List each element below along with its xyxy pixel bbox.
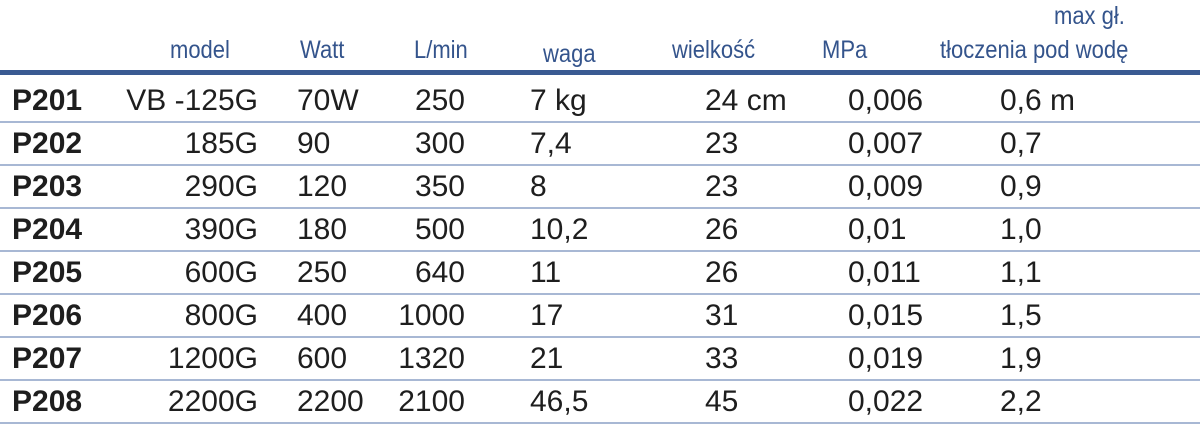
- cell-wielkosc: 33: [705, 342, 739, 375]
- table-row: P206 800G 400 1000 17 31 0,015 1,5: [0, 295, 1200, 338]
- cell-depth: 0,6 m: [1000, 84, 1076, 117]
- cell-code: P204: [12, 213, 83, 246]
- table-row: P208 2200G 2200 2100 46,5 45 0,022 2,2: [0, 381, 1200, 424]
- cell-wielkosc: 45: [705, 385, 739, 418]
- cell-code: P208: [12, 385, 83, 418]
- table-row: P204 390G 180 500 10,2 26 0,01 1,0: [0, 209, 1200, 252]
- header-model: model: [170, 36, 230, 64]
- cell-mpa: 0,011: [848, 256, 921, 289]
- cell-code: P207: [12, 342, 83, 375]
- cell-mpa: 0,019: [848, 342, 924, 375]
- cell-mpa: 0,022: [848, 385, 924, 418]
- cell-depth: 0,7: [1000, 127, 1042, 160]
- cell-lmin: 250: [414, 84, 465, 117]
- cell-waga: 17: [530, 299, 564, 332]
- cell-lmin: 2100: [398, 385, 465, 418]
- cell-lmin: 350: [414, 170, 465, 203]
- row-divider: [0, 207, 1200, 209]
- cell-watt: 180: [297, 213, 348, 246]
- cell-mpa: 0,007: [848, 127, 924, 160]
- header-wielkosc: wielkość: [672, 36, 756, 64]
- cell-code: P205: [12, 256, 83, 289]
- cell-model: 800G: [184, 299, 258, 332]
- cell-wielkosc: 23: [705, 170, 739, 203]
- table-row: P202 185G 90 300 7,4 23 0,007 0,7: [0, 123, 1200, 166]
- cell-watt: 70W: [297, 84, 359, 117]
- header-depth-line1: max gł.: [1054, 2, 1125, 30]
- header-mpa: MPa: [822, 36, 868, 64]
- cell-model: 2200G: [167, 385, 258, 418]
- cell-model: 1200G: [167, 342, 258, 375]
- cell-waga: 21: [530, 342, 564, 375]
- table-row: P207 1200G 600 1320 21 33 0,019 1,9: [0, 338, 1200, 381]
- cell-waga: 7 kg: [530, 84, 587, 117]
- cell-watt: 600: [297, 342, 348, 375]
- cell-watt: 2200: [297, 385, 364, 418]
- cell-lmin: 1000: [398, 299, 465, 332]
- cell-wielkosc: 26: [705, 256, 739, 289]
- cell-depth: 1,0: [1000, 213, 1042, 246]
- row-divider: [0, 250, 1200, 252]
- cell-watt: 120: [297, 170, 348, 203]
- row-divider: [0, 121, 1200, 123]
- cell-waga: 7,4: [530, 127, 572, 160]
- header-watt: Watt: [300, 36, 345, 64]
- cell-mpa: 0,006: [848, 84, 924, 117]
- cell-lmin: 1320: [398, 342, 465, 375]
- row-divider: [0, 293, 1200, 295]
- cell-waga: 46,5: [530, 385, 589, 418]
- cell-wielkosc: 24 cm: [705, 84, 787, 117]
- row-divider: [0, 379, 1200, 381]
- cell-code: P202: [12, 127, 83, 160]
- cell-waga: 11: [530, 256, 562, 289]
- row-divider: [0, 422, 1200, 424]
- cell-code: P203: [12, 170, 83, 203]
- cell-lmin: 640: [414, 256, 465, 289]
- cell-depth: 0,9: [1000, 170, 1042, 203]
- cell-watt: 90: [297, 127, 331, 160]
- cell-model: VB -125G: [126, 84, 258, 117]
- cell-code: P206: [12, 299, 83, 332]
- cell-waga: 8: [530, 170, 547, 203]
- table-row: P203 290G 120 350 8 23 0,009 0,9: [0, 166, 1200, 209]
- header-lmin: L/min: [414, 36, 468, 64]
- cell-model: 185G: [184, 127, 258, 160]
- cell-watt: 400: [297, 299, 348, 332]
- cell-depth: 1,5: [1000, 299, 1042, 332]
- cell-model: 600G: [184, 256, 258, 289]
- table-row: P201 VB -125G 70W 250 7 kg 24 cm 0,006 0,6 m: [0, 80, 1200, 123]
- cell-depth: 2,2: [1000, 385, 1042, 418]
- header-rule: [0, 70, 1200, 75]
- cell-wielkosc: 31: [705, 299, 739, 332]
- cell-watt: 250: [297, 256, 348, 289]
- cell-depth: 1,9: [1000, 342, 1042, 375]
- cell-mpa: 0,015: [848, 299, 924, 332]
- cell-mpa: 0,009: [848, 170, 924, 203]
- cell-mpa: 0,01: [848, 213, 907, 246]
- cell-lmin: 500: [414, 213, 465, 246]
- header-waga: waga: [543, 40, 596, 68]
- cell-wielkosc: 23: [705, 127, 739, 160]
- cell-lmin: 300: [414, 127, 465, 160]
- row-divider: [0, 336, 1200, 338]
- cell-code: P201: [12, 84, 83, 117]
- table-row: P205 600G 250 640 11 26 0,011 1,1: [0, 252, 1200, 295]
- cell-wielkosc: 26: [705, 213, 739, 246]
- row-divider: [0, 164, 1200, 166]
- cell-depth: 1,1: [1000, 256, 1042, 289]
- cell-waga: 10,2: [530, 213, 589, 246]
- cell-model: 390G: [184, 213, 258, 246]
- cell-model: 290G: [184, 170, 258, 203]
- header-depth-line2: tłoczenia pod wodę: [940, 36, 1129, 64]
